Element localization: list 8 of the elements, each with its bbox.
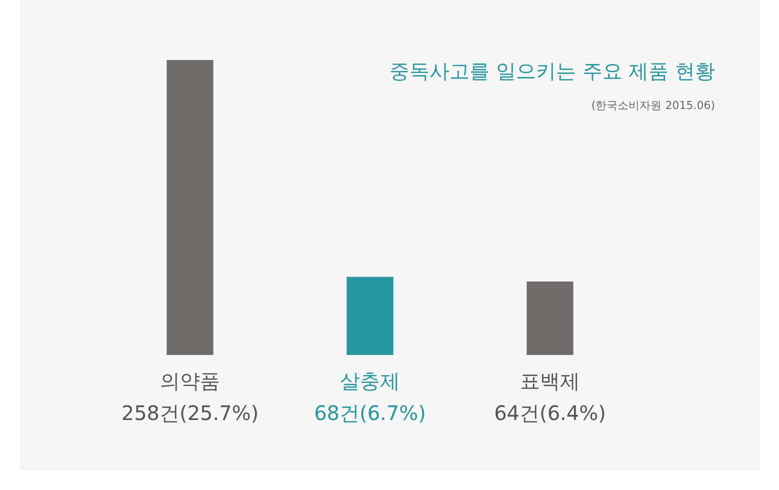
x-tick-label: 살충제: [340, 369, 400, 394]
data-label: 68건(6.7%): [314, 401, 426, 426]
x-tick-label: 표백제: [520, 369, 580, 394]
chart-title: 중독사고를 일으키는 주요 제품 현황: [390, 58, 715, 85]
data-label: 64건(6.4%): [494, 401, 606, 426]
data-label: 258건(25.7%): [121, 401, 259, 426]
text: (한국소비자원 2015.06): [591, 98, 715, 113]
x-tick-label: 의약품: [160, 369, 220, 394]
